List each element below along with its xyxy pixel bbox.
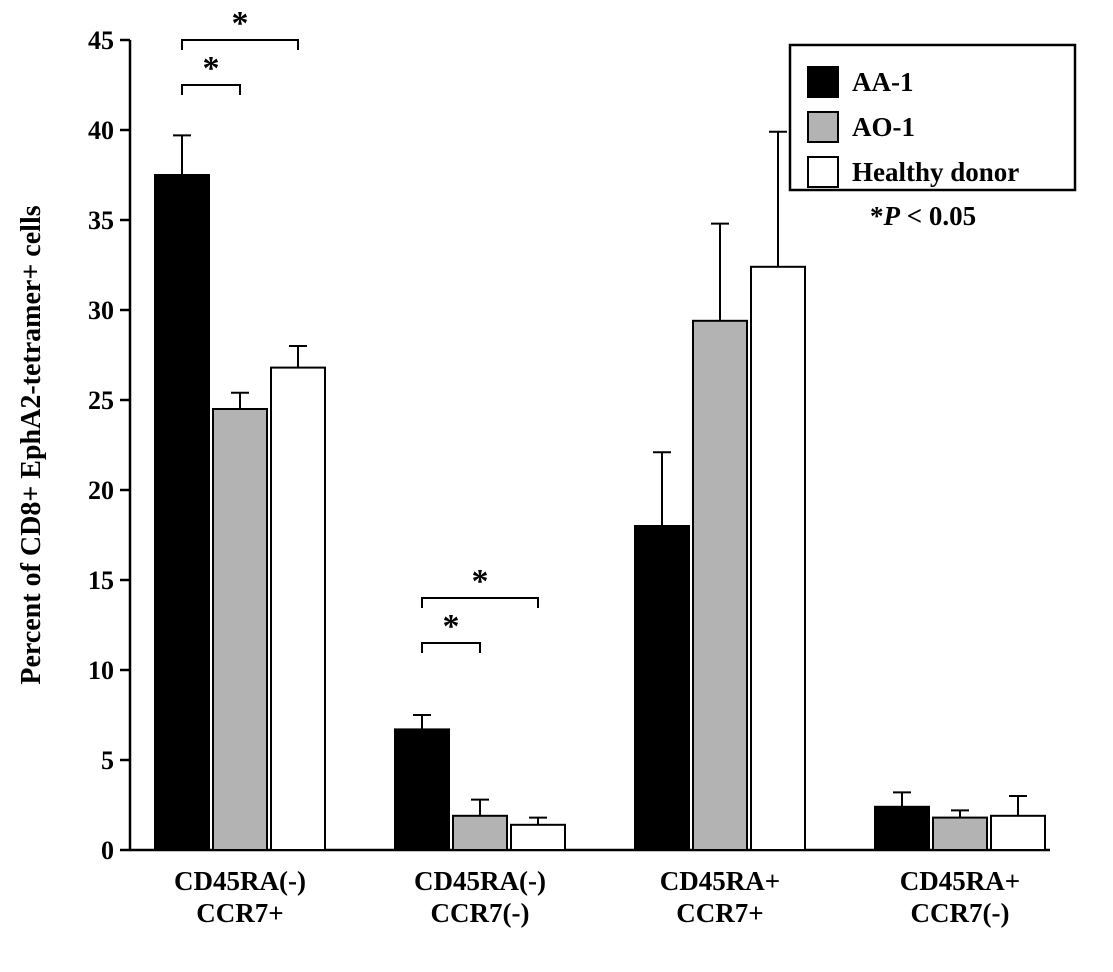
bar [453, 816, 507, 850]
p-value-note: *P < 0.05 [870, 201, 976, 231]
x-group-label-line1: CD45RA+ [660, 866, 780, 896]
legend-swatch [808, 67, 838, 97]
bar [511, 825, 565, 850]
y-axis-title: Percent of CD8+ EphA2-tetramer+ cells [16, 205, 47, 684]
x-group-label-line2: CCR7(-) [911, 898, 1010, 928]
bar [395, 729, 449, 850]
y-tick-label: 10 [88, 656, 114, 685]
significance-star: * [443, 608, 460, 645]
y-tick-label: 35 [88, 206, 114, 235]
bar [933, 818, 987, 850]
x-group-label-line2: CCR7+ [196, 898, 283, 928]
bar [991, 816, 1045, 850]
significance-star: * [232, 5, 249, 42]
bar [213, 409, 267, 850]
x-group-label-line1: CD45RA(-) [414, 866, 546, 896]
chart-container: 0 5 10 15 20 25 30 35 40 45 Percent of CD8+ EphA2-… [0, 0, 1113, 972]
bar [635, 526, 689, 850]
y-tick-label: 25 [88, 386, 114, 415]
bar [693, 321, 747, 850]
legend-swatch [808, 112, 838, 142]
y-tick-label: 5 [101, 746, 114, 775]
significance-star: * [472, 563, 489, 600]
x-group-label-line1: CD45RA+ [900, 866, 1020, 896]
x-group-label-line2: CCR7+ [676, 898, 763, 928]
legend-label: AO-1 [852, 112, 915, 142]
y-tick-label: 45 [88, 26, 114, 55]
bar-chart: 0 5 10 15 20 25 30 35 40 45 Percent of CD8+ EphA2-… [0, 0, 1113, 972]
bar [155, 175, 209, 850]
x-group-label-line1: CD45RA(-) [174, 866, 306, 896]
y-tick-label: 30 [88, 296, 114, 325]
bar [751, 267, 805, 850]
x-group-label-line2: CCR7(-) [431, 898, 530, 928]
bar [271, 368, 325, 850]
legend-label: AA-1 [852, 67, 914, 97]
y-tick-label: 0 [101, 836, 114, 865]
y-tick-label: 40 [88, 116, 114, 145]
y-tick-label: 20 [88, 476, 114, 505]
bar [875, 807, 929, 850]
legend-label: Healthy donor [852, 157, 1019, 187]
y-tick-label: 15 [88, 566, 114, 595]
significance-star: * [203, 50, 220, 87]
legend-swatch [808, 157, 838, 187]
